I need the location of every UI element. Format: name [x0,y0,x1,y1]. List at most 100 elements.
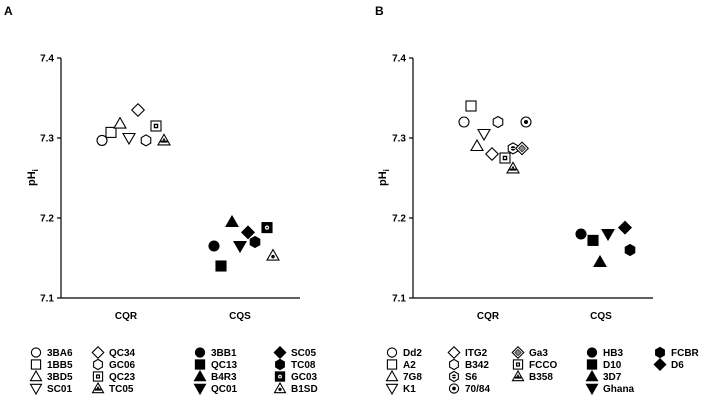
legend-marker [274,371,286,382]
legend-item: HB3 [586,347,623,359]
legend-item: QC34 [91,345,136,360]
panel-letter: A [4,4,13,18]
legend-item: 3D7 [585,369,622,383]
category-label-CQR: CQR [477,311,500,322]
legend-item: Ghana [585,383,635,396]
point-Ga3 [514,141,530,156]
y-tick-label: 7.4 [392,54,406,65]
legend-item: S6 [449,370,478,383]
legend-item: A2 [386,359,416,371]
point-7G8 [470,138,484,152]
legend-item: FCBR [655,346,700,359]
legend-item: TC08 [275,358,316,371]
legend-marker [30,347,42,358]
point-B358 [506,161,520,174]
legend-marker [91,345,105,360]
legend-marker [193,383,207,396]
point-A2 [465,100,477,112]
legend-label: D6 [671,360,684,371]
legend-item: SC05 [273,345,316,360]
legend-marker [273,345,287,360]
legend-marker [386,347,398,358]
y-tick-label: 7.4 [40,54,54,65]
legend-item: B342 [449,358,489,371]
legend-marker [194,347,206,358]
y-tick-label: 7.3 [392,134,406,145]
legend-label: B4R3 [211,372,237,383]
legend-label: Ghana [603,384,635,395]
legend-label: 7G8 [403,372,422,383]
legend-marker [512,359,524,370]
legend-item: Ga3 [511,345,548,360]
legend-label: GC03 [291,372,318,383]
legend-marker [385,383,399,396]
y-tick-label: 7.2 [392,214,406,225]
category-label-CQR: CQR [115,311,138,322]
legend-item: TC05 [91,381,134,395]
legend-label: SC01 [47,384,72,395]
point-Ghana [601,228,615,242]
category-label-CQS: CQS [590,311,612,322]
legend-marker [449,370,459,383]
point-Dd2 [458,116,470,128]
legend: Dd2A27G8K1ITG2B342S670/84Ga3FCCOB358HB3D… [385,345,700,396]
legend-label: 3D7 [603,372,622,383]
legend-item: QC13 [194,359,238,371]
point-QC01 [233,240,247,254]
legend-marker [511,369,525,382]
legend-marker [447,345,461,360]
legend-marker [586,347,598,358]
legend-item: 3BB1 [194,347,237,359]
point-QC13 [215,260,227,272]
legend-marker [193,369,207,382]
legend-label: QC01 [211,384,238,395]
point-FCBR [624,243,636,257]
legend-item: K1 [385,383,416,396]
point-1BB5 [105,126,117,138]
legend-label: FCCO [529,360,558,371]
point-SC05 [240,225,256,240]
legend-marker [92,371,104,382]
legend-marker [585,383,599,396]
legend-label: 3BB1 [211,348,237,359]
point-3BD5 [113,116,127,129]
legend-marker [511,345,525,360]
legend-label: Dd2 [403,348,422,359]
legend-label: B342 [465,360,489,371]
point-D6 [617,220,633,235]
y-axis-label: pHi [26,169,40,186]
point-3D7 [593,254,607,268]
legend-item: GC03 [274,371,318,383]
point-HB3 [575,228,587,240]
legend-marker [275,358,285,371]
legend-item: SC01 [29,383,72,396]
point-FCCO [499,152,511,164]
legend-marker [386,359,398,370]
legend-marker [385,369,399,382]
point-TC08 [249,235,261,249]
legend-item: QC01 [193,383,238,396]
point-B1SD [266,248,280,261]
legend-label: A2 [403,360,416,371]
point-3BA6 [96,134,108,146]
legend-label: SC05 [291,348,316,359]
legend-label: 3BA6 [47,348,73,359]
legend-label: QC34 [109,348,136,359]
y-axis-label: pHi [377,169,391,186]
legend-label: ITG2 [465,348,488,359]
point-S6 [507,142,519,155]
point-ITG2 [484,146,500,162]
legend-item: 3BA6 [30,347,73,359]
legend-label: TC05 [109,384,134,395]
legend-label: HB3 [603,348,623,359]
legend-item: B1SD [273,381,318,395]
point-QC34 [130,102,146,118]
legend-marker [91,381,105,394]
legend-marker [448,383,460,394]
legend-item: 7G8 [385,369,422,383]
legend-marker [273,381,287,394]
legend-label: QC23 [109,372,136,383]
point-GC06 [140,134,152,147]
legend-label: 70/84 [465,384,490,395]
